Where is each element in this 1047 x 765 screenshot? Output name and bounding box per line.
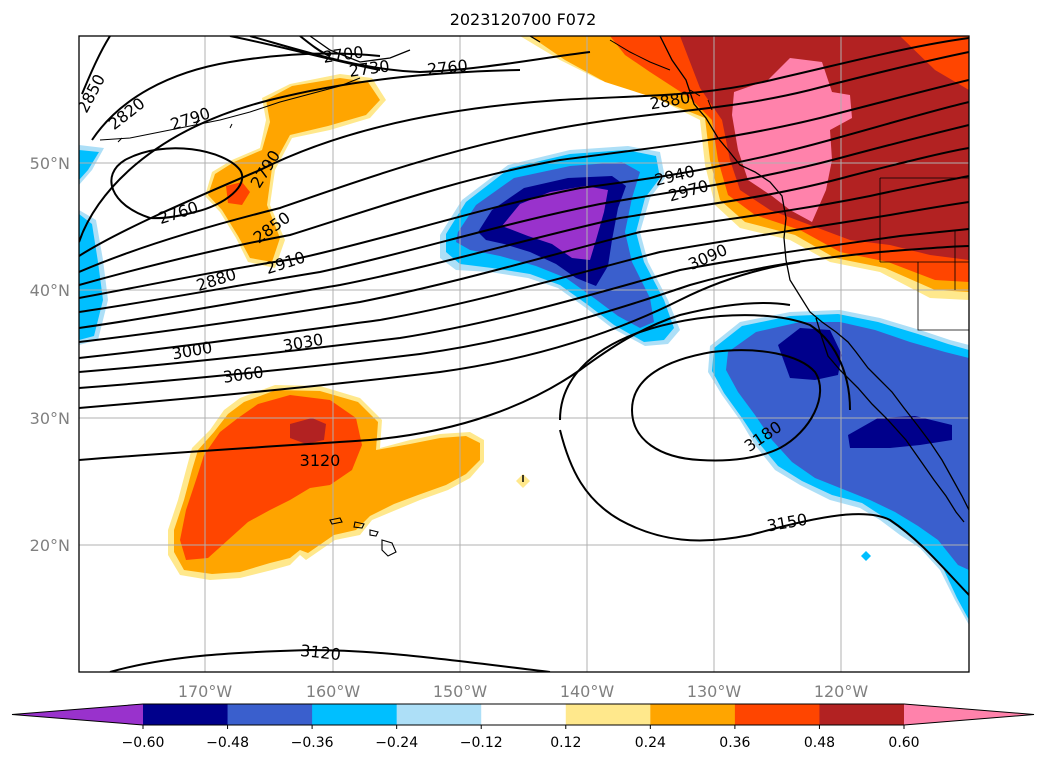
- contour-3120-south: [109, 648, 551, 672]
- negative-anomaly-socal-royal: [726, 322, 969, 570]
- latitude-labels: 50°N 40°N 30°N 20°N: [30, 154, 70, 555]
- longitude-label: 170°W: [178, 682, 233, 701]
- latitude-label: 20°N: [30, 536, 70, 555]
- negative-anomaly-west-sky: [79, 150, 103, 340]
- contour-2850: [81, 36, 111, 95]
- contour-2700: [299, 36, 331, 57]
- contour-f: [79, 147, 969, 329]
- colorbar-tick-label: −0.24: [375, 735, 418, 751]
- contour-b: [79, 51, 969, 273]
- hawaii-islands: [329, 517, 397, 557]
- contour-e: [79, 124, 969, 313]
- colorbar-tick-label: 0.24: [635, 735, 666, 751]
- negative-anomaly-dot-sky: [861, 551, 871, 561]
- contour-label: 2760: [426, 56, 468, 79]
- contour-c: [79, 79, 969, 286]
- colorbar-swatch: [312, 704, 398, 725]
- colorbar-tick-label: 0.12: [550, 735, 581, 751]
- colorbar-swatch: [734, 704, 820, 725]
- colorbar-tick-label: −0.36: [291, 735, 334, 751]
- colorbar-swatch: [227, 704, 313, 725]
- colorbar-extend-max: [904, 704, 1034, 725]
- colorbar-extend-min: [12, 704, 143, 725]
- colorbar-tick-label: 0.60: [888, 735, 919, 751]
- colorbar-swatch: [565, 704, 651, 725]
- colorbar-swatch: [481, 704, 567, 725]
- colorbar-tick-label: −0.48: [206, 735, 249, 751]
- positive-anomaly-hawaii-firebrick: [290, 418, 326, 444]
- baja-peninsula-coastline: [815, 317, 965, 523]
- contour-i: [79, 228, 969, 373]
- contour-d: [79, 101, 969, 299]
- contour-2760-upper: [249, 36, 591, 74]
- contour-3180: [630, 349, 821, 462]
- latitude-label: 40°N: [30, 281, 70, 300]
- map-title: 2023120700 F072: [450, 10, 597, 29]
- colorbar-tick-label: 0.48: [804, 735, 835, 751]
- alaska-coastline: [309, 36, 541, 63]
- map-frame: [78, 35, 970, 673]
- contour-3120-hawaii: [79, 302, 791, 461]
- colorbar-swatch: [143, 704, 229, 725]
- contour-j: [79, 245, 969, 389]
- contour-2730: [229, 36, 381, 71]
- longitude-label: 130°W: [687, 682, 742, 701]
- latitude-label: 30°N: [30, 409, 70, 428]
- colorbar-swatch: [819, 704, 905, 725]
- positive-anomaly-alaska-redorange: [226, 182, 250, 205]
- longitude-label: 140°W: [560, 682, 615, 701]
- contour-2790-arc: [79, 69, 521, 243]
- map-content: 2850 2820 2790 2700 2730 2760 2760 2790 …: [79, 36, 969, 672]
- colorbar-tick-label: 0.36: [719, 735, 750, 751]
- longitude-label: 160°W: [306, 682, 361, 701]
- latitude-label: 50°N: [30, 154, 70, 173]
- contour-a: [79, 37, 969, 257]
- negative-anomaly-pacific-purple: [502, 186, 608, 260]
- colorbar: −0.60 −0.48 −0.36 −0.24 −0.12 0.12 0.24 0.36 0.4…: [11, 703, 1035, 751]
- contour-label: 3120: [300, 451, 341, 470]
- contour-3150: [559, 429, 969, 596]
- colorbar-tick-label: −0.12: [460, 735, 503, 751]
- longitude-label: 150°W: [433, 682, 488, 701]
- contour-g: [79, 175, 969, 343]
- contour-label: 3120: [299, 641, 341, 664]
- negative-anomaly-socal-navy-2: [848, 416, 952, 448]
- colorbar-swatch: [650, 704, 736, 725]
- contour-3150-ridge: [559, 314, 851, 421]
- positive-anomaly-northeast-pink: [732, 58, 852, 222]
- shaded-anomaly-fields: [79, 36, 969, 625]
- colorbar-swatch: [396, 704, 482, 725]
- contour-h: [79, 201, 969, 359]
- longitude-labels: 170°W 160°W 150°W 140°W 130°W 120°W: [178, 682, 869, 701]
- negative-anomaly-socal-navy: [778, 328, 842, 380]
- contour-2760-low: [110, 147, 244, 220]
- aleutian-islands: [99, 77, 361, 143]
- height-contours: [79, 36, 969, 672]
- contour-2820: [91, 52, 381, 141]
- contour-k: [79, 261, 801, 409]
- longitude-label: 120°W: [814, 682, 869, 701]
- state-borders: [879, 177, 969, 331]
- colorbar-tick-label: −0.60: [122, 735, 165, 751]
